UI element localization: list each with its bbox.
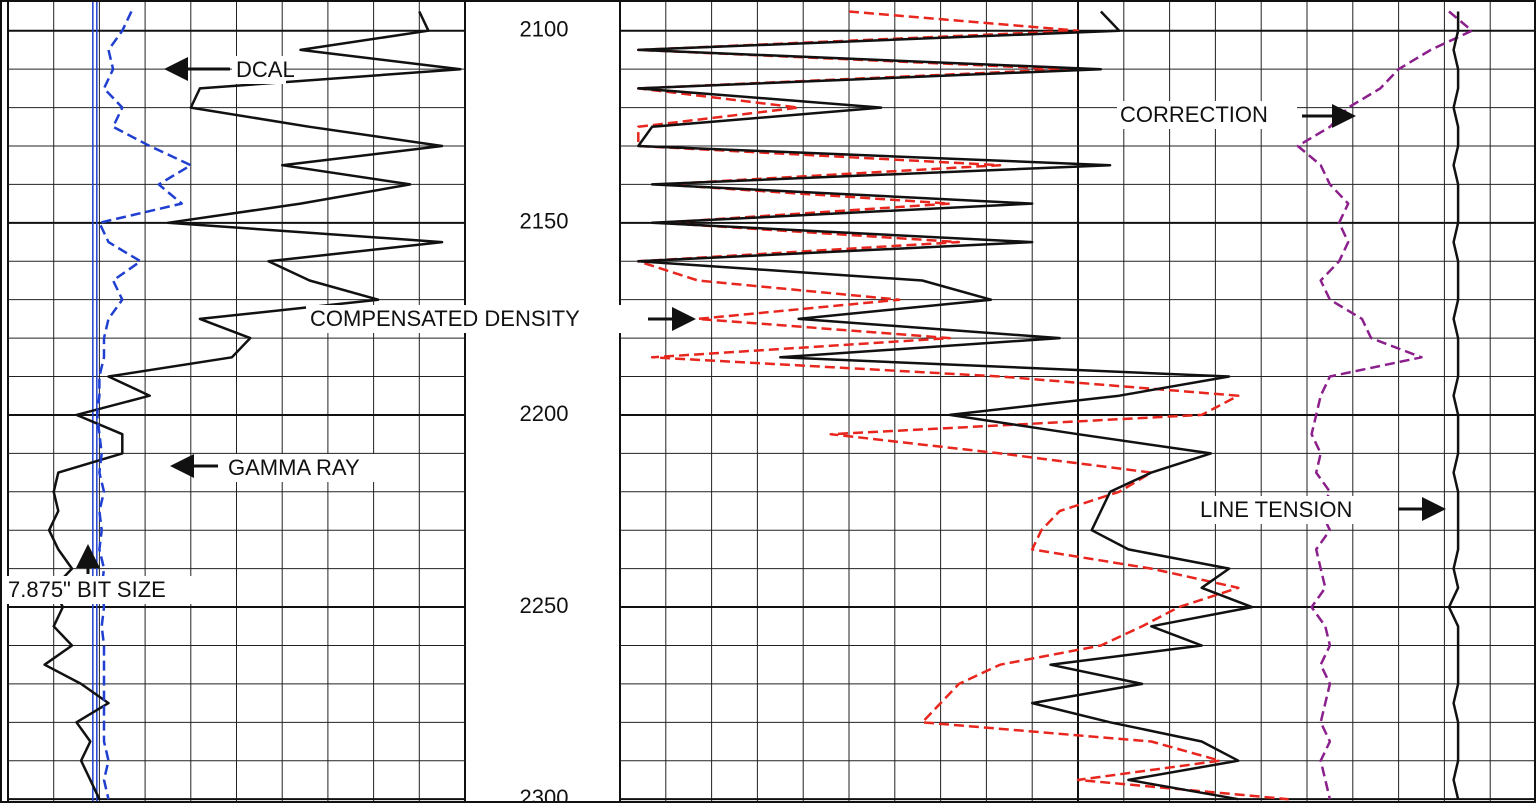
depth-label: 2100 [520, 17, 569, 42]
grid: 2100 2150 2200 2250 2300 [7, 0, 1536, 803]
labels: DCAL CORRECTION COMPENSATED DENSITY GAMM… [6, 56, 1446, 604]
annotation: CORRECTION [1120, 102, 1268, 127]
label-bg [306, 305, 640, 333]
label-bg [232, 56, 286, 84]
log-curve [95, 10, 193, 800]
annotation: COMPENSATED DENSITY [310, 306, 580, 331]
annotation: DCAL [236, 57, 295, 82]
curves [43, 0, 1474, 803]
annotation: 7.875" BIT SIZE [8, 577, 166, 602]
log-curve [637, 10, 1289, 801]
depth-label: 2200 [520, 401, 569, 426]
annotation: GAMMA RAY [228, 455, 360, 480]
log-curve [43, 10, 462, 800]
log-curve [1447, 11, 1460, 800]
label-bg [1117, 101, 1297, 129]
label-bg [224, 454, 386, 482]
log-curve [1296, 10, 1474, 800]
log-curve [637, 10, 1254, 801]
depth-label: 2150 [520, 209, 569, 234]
annotation: LINE TENSION [1200, 497, 1352, 522]
label-bg [6, 576, 200, 604]
depth-label: 2300 [520, 785, 569, 803]
depth-label: 2250 [520, 593, 569, 618]
label-bg [1196, 496, 1392, 524]
